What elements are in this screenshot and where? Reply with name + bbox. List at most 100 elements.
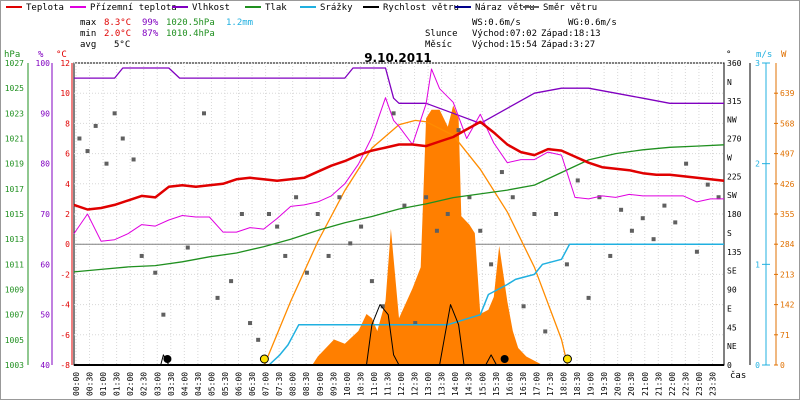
wind-direction-point: [283, 253, 288, 258]
x-tick-label: 02:30: [140, 372, 149, 396]
x-tick-label: 02:00: [126, 372, 135, 396]
wind-direction-point: [575, 178, 580, 183]
direction-tick-label: SW: [727, 191, 737, 200]
radiation-tick-label: 639: [780, 89, 795, 98]
humidity-tick-label: 100: [36, 59, 51, 68]
wind-direction-point: [456, 128, 461, 133]
wind-direction-point: [139, 253, 144, 258]
stats-block: max 8.3°C 99% 1020.5hPa 1.2mm min 2.0°C …: [80, 18, 617, 50]
direction-tick-label: 45: [727, 323, 737, 332]
stat-sun-set: Západ:18:13: [541, 29, 601, 39]
temperature-tick-label: 8: [65, 119, 70, 128]
wind-direction-point: [608, 253, 613, 258]
stat-sun-rise: Východ:07:02: [472, 29, 537, 39]
radiation-tick-label: 497: [780, 150, 795, 159]
x-tick-label: 13:30: [438, 372, 447, 396]
axis-unit-radiation: W: [781, 50, 787, 60]
grid: [73, 62, 725, 366]
wind-direction-point: [619, 207, 624, 212]
legend-smer-vetru: Směr větru: [543, 3, 597, 13]
x-tick-label: 09:00: [316, 372, 325, 396]
wind-tick-label: 1: [755, 260, 760, 269]
pressure-tick-label: 1003: [5, 361, 24, 370]
series-temperature-line: [73, 120, 725, 211]
x-tick-label: 16:00: [505, 372, 514, 396]
wind-direction-point: [326, 253, 331, 258]
wind-direction-point: [564, 262, 569, 267]
x-tick-label: 12:30: [411, 372, 420, 396]
direction-tick-label: 135: [727, 248, 742, 257]
series-pressure-line: [73, 144, 725, 273]
chart-title: 9.10.2011: [364, 51, 432, 65]
marker-moon-set: [163, 355, 172, 363]
radiation-tick-label: 0: [780, 361, 785, 370]
temperature-tick-label: 0: [65, 240, 70, 249]
marker-moon-rise: [500, 355, 509, 363]
pressure-tick-label: 1019: [5, 160, 24, 169]
x-tick-label: 17:00: [532, 372, 541, 396]
wind-direction-point: [85, 149, 90, 154]
axis-unit-humidity: %: [38, 50, 44, 60]
wind-direction-point: [153, 270, 158, 275]
wind-direction-point: [673, 220, 678, 225]
direction-tick-label: 180: [727, 210, 742, 219]
x-tick-label: 05:30: [221, 372, 230, 396]
direction-tick-label: 315: [727, 97, 742, 106]
pressure-tick-label: 1015: [5, 210, 24, 219]
direction-tick-label: E: [727, 304, 732, 313]
direction-tick-label: 0: [727, 361, 732, 370]
temperature-tick-label: 6: [65, 150, 70, 159]
marker-sun-rise: [259, 354, 269, 364]
direction-tick-label: NW: [727, 116, 737, 125]
direction-tick-label: NE: [727, 342, 737, 351]
stat-max-temp: 8.3°C: [104, 18, 131, 28]
legend-vlhkost: Vlhkost: [192, 3, 230, 13]
wind-direction-point: [239, 212, 244, 216]
temperature-tick-label: 2: [65, 210, 70, 219]
pressure-tick-label: 1005: [5, 336, 24, 345]
x-tick-label: 12:00: [397, 372, 406, 396]
x-tick-label: 06:00: [235, 372, 244, 396]
wind-direction-point: [229, 279, 234, 284]
direction-tick-label: 270: [727, 135, 742, 144]
wind-direction-point: [684, 161, 689, 166]
x-tick-label: 00:30: [86, 372, 95, 396]
wind-direction-point: [294, 195, 299, 200]
right-axes: 360 N 315 NW 270 W 225 SW 180 S 135 SE 90 E 45 NE 0 3 2 1 0 6…: [727, 59, 795, 370]
wind-direction-point: [120, 136, 125, 141]
wind-direction-point: [662, 203, 667, 208]
wind-direction-point: [185, 245, 190, 250]
legend-srazky: Srážky: [320, 3, 353, 13]
x-tick-label: 23:30: [708, 372, 717, 396]
direction-tick-label: W: [727, 153, 732, 162]
legend: Teplota Přízemní teplota Vlhkost Tlak Sr…: [6, 3, 597, 13]
humidity-tick-label: 60: [40, 260, 50, 269]
x-tick-label: 09:30: [329, 372, 338, 396]
pressure-tick-label: 1021: [5, 135, 24, 144]
wind-direction-point: [532, 212, 537, 216]
marker-sun-set: [562, 354, 572, 364]
pressure-tick-label: 1009: [5, 286, 24, 295]
x-tick-label: 08:00: [289, 372, 298, 396]
x-tick-label: 05:00: [207, 372, 216, 396]
wind-direction-point: [445, 212, 450, 216]
x-tick-label: 08:30: [302, 372, 311, 396]
x-tick-label: 17:30: [546, 372, 555, 396]
radiation-tick-label: 71: [780, 331, 790, 340]
direction-tick-label: SE: [727, 267, 737, 276]
axis-unit-temperature: °C: [56, 50, 67, 60]
wind-direction-point: [629, 228, 634, 233]
wind-direction-point: [554, 212, 559, 216]
pressure-tick-label: 1017: [5, 185, 24, 194]
x-tick-label: 07:00: [262, 372, 271, 396]
series-humidity-line: [74, 67, 724, 125]
direction-tick-label: 90: [727, 286, 737, 295]
x-tick-label: 10:30: [356, 372, 365, 396]
wind-direction-point: [104, 161, 109, 166]
wind-direction-point: [391, 111, 396, 116]
direction-tick-label: S: [727, 229, 732, 238]
wind-tick-label: 0: [755, 361, 760, 370]
direction-tick-label: 225: [727, 172, 742, 181]
radiation-tick-label: 284: [780, 240, 795, 249]
wind-direction-point: [215, 295, 220, 300]
